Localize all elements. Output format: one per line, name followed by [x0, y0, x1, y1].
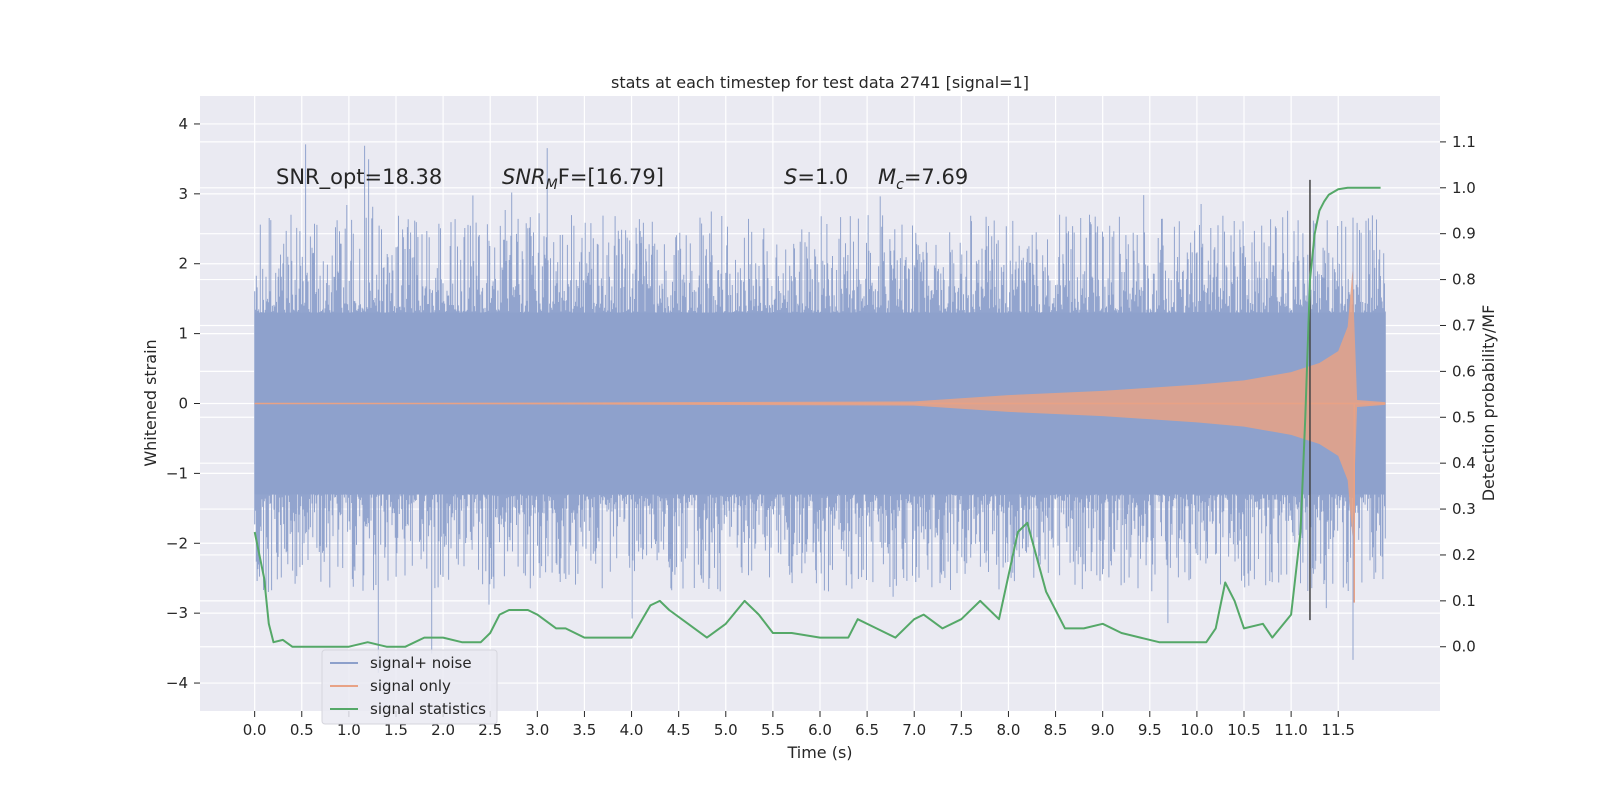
- y-right-tick-label: 0.4: [1452, 454, 1476, 472]
- x-tick-label: 8.5: [1044, 721, 1068, 739]
- x-tick-label: 7.0: [902, 721, 926, 739]
- y-left-axis-title: Whitened strain: [141, 339, 160, 466]
- y-right-tick-label: 0.6: [1452, 362, 1476, 380]
- y-left-axis-ticks: −4 −3 −2 −1 0 1 2 3 4: [166, 115, 200, 692]
- x-tick-label: 3.5: [573, 721, 597, 739]
- y-right-tick-label: 0.2: [1452, 546, 1476, 564]
- x-tick-label: 10.0: [1180, 721, 1213, 739]
- y-right-tick-label: 0.0: [1452, 638, 1476, 656]
- y-right-tick-label: 0.3: [1452, 500, 1476, 518]
- x-axis-ticks: 0.0 0.5 1.0 1.5 2.0 2.5 3.0 3.5 4.0 4.5 5.0 5.5 6.0 6…: [243, 711, 1355, 739]
- y-right-tick-label: 1.1: [1452, 133, 1476, 151]
- y-left-tick-label: 3: [178, 185, 188, 203]
- y-right-tick-label: 0.8: [1452, 271, 1476, 289]
- x-tick-label: 0.0: [243, 721, 267, 739]
- x-tick-label: 9.5: [1138, 721, 1162, 739]
- y-right-axis-title: Detection probability/MF: [1479, 305, 1498, 502]
- x-tick-label: 9.0: [1091, 721, 1115, 739]
- x-tick-label: 5.0: [714, 721, 738, 739]
- y-left-tick-label: 4: [178, 115, 188, 133]
- annotation-mc-value: =7.69: [904, 165, 968, 189]
- x-tick-label: 7.5: [949, 721, 973, 739]
- legend-label-signal-only: signal only: [370, 677, 451, 695]
- y-left-tick-label: −2: [166, 534, 188, 552]
- y-left-tick-label: −3: [166, 604, 188, 622]
- y-right-tick-label: 0.5: [1452, 408, 1476, 426]
- x-tick-label: 11.5: [1322, 721, 1355, 739]
- x-tick-label: 0.5: [290, 721, 314, 739]
- x-tick-label: 4.5: [667, 721, 691, 739]
- y-left-tick-label: −4: [166, 674, 188, 692]
- y-right-tick-label: 1.0: [1452, 179, 1476, 197]
- y-left-tick-label: 1: [178, 325, 188, 343]
- signal-statistics-line: [253, 186, 1381, 648]
- x-axis-title: Time (s): [786, 743, 852, 762]
- legend: signal+ noise signal only signal statist…: [321, 649, 498, 725]
- chart-title: stats at each timestep for test data 274…: [611, 73, 1029, 92]
- y-left-tick-label: −1: [166, 464, 188, 482]
- x-tick-label: 4.0: [620, 721, 644, 739]
- y-left-tick-label: 2: [178, 255, 188, 273]
- x-tick-label: 5.5: [761, 721, 785, 739]
- y-right-tick-label: 0.1: [1452, 592, 1476, 610]
- legend-label-signal-statistics: signal statistics: [370, 700, 486, 718]
- annotation-snr-opt: SNR_opt=18.38: [276, 165, 442, 190]
- y-right-axis-ticks: 0.0 0.1 0.2 0.3 0.4 0.5 0.6 0.7 0.8 0.9 1.0 1.1: [1440, 133, 1476, 656]
- x-tick-label: 1.0: [337, 721, 361, 739]
- x-tick-label: 2.0: [431, 721, 455, 739]
- signal-only-series: [254, 270, 1386, 603]
- annotation-mc: Mc=7.69: [878, 165, 968, 193]
- x-tick-label: 6.5: [855, 721, 879, 739]
- x-tick-label: 1.5: [384, 721, 408, 739]
- annotation-s-value: =1.0: [797, 165, 848, 189]
- annotation-mc-symbol: M: [878, 165, 896, 189]
- x-tick-label: 11.0: [1274, 721, 1307, 739]
- annotation-snr-mf-value: F=[16.79]: [558, 165, 664, 189]
- x-tick-label: 6.0: [808, 721, 832, 739]
- annotation-s-symbol: S: [784, 165, 797, 189]
- x-tick-label: 8.0: [997, 721, 1021, 739]
- y-right-tick-label: 0.7: [1452, 316, 1476, 334]
- annotation-mc-subscript: c: [896, 177, 904, 193]
- y-right-tick-label: 0.9: [1452, 225, 1476, 243]
- annotation-snr-mf-subscript: M: [546, 177, 558, 193]
- annotation-snr-mf-symbol: SNR: [502, 165, 546, 189]
- x-tick-label: 2.5: [478, 721, 502, 739]
- legend-box: [321, 649, 498, 725]
- x-tick-label: 10.5: [1227, 721, 1260, 739]
- x-tick-label: 3.0: [525, 721, 549, 739]
- annotation-s: S=1.0: [784, 165, 848, 189]
- y-left-tick-label: 0: [178, 395, 188, 413]
- legend-label-signal-noise: signal+ noise: [370, 654, 472, 672]
- signal-statistics-series: [253, 186, 1381, 648]
- annotation-snr-mf: SNRMF=[16.79]: [502, 165, 664, 193]
